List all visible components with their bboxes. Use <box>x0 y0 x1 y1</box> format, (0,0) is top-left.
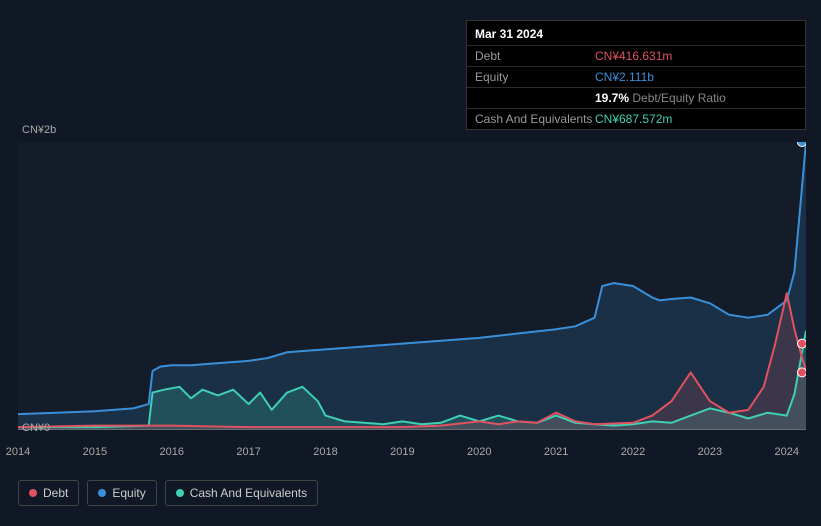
yaxis-label-top: CN¥2b <box>22 124 56 136</box>
chart-svg <box>18 142 806 430</box>
legend-item-equity[interactable]: Equity <box>87 480 156 506</box>
end-marker <box>798 142 807 147</box>
tooltip-row: EquityCN¥2.111b <box>467 66 805 87</box>
xaxis-tick: 2017 <box>236 446 260 458</box>
xaxis-tick: 2018 <box>313 446 337 458</box>
legend-swatch <box>98 489 106 497</box>
legend-swatch <box>29 489 37 497</box>
yaxis-label-bottom: CN¥0 <box>22 422 50 434</box>
legend-label: Debt <box>43 486 68 500</box>
xaxis-tick: 2023 <box>698 446 722 458</box>
legend-swatch <box>176 489 184 497</box>
tooltip-row: DebtCN¥416.631m <box>467 45 805 66</box>
xaxis-tick: 2015 <box>83 446 107 458</box>
end-marker <box>798 368 807 377</box>
xaxis-tick: 2024 <box>775 446 799 458</box>
xaxis-tick: 2014 <box>6 446 30 458</box>
chart-legend: Debt Equity Cash And Equivalents <box>18 480 318 506</box>
tooltip-row-value: CN¥2.111b <box>595 70 797 84</box>
xaxis-tick: 2021 <box>544 446 568 458</box>
legend-label: Equity <box>112 486 145 500</box>
xaxis-tick: 2020 <box>467 446 491 458</box>
legend-item-cash-and-equivalents[interactable]: Cash And Equivalents <box>165 480 318 506</box>
tooltip-row-value: CN¥416.631m <box>595 49 797 63</box>
tooltip-row-value: CN¥687.572m <box>595 112 797 126</box>
chart-container: { "tooltip": { "date": "Mar 31 2024", "r… <box>0 0 821 526</box>
chart-area: CN¥2b CN¥0 <box>18 126 806 446</box>
chart-tooltip: Mar 31 2024 DebtCN¥416.631mEquityCN¥2.11… <box>466 20 806 130</box>
legend-label: Cash And Equivalents <box>190 486 307 500</box>
tooltip-row-label: Equity <box>475 70 595 84</box>
tooltip-row-label <box>475 91 595 105</box>
xaxis-tick: 2022 <box>621 446 645 458</box>
tooltip-row-label: Debt <box>475 49 595 63</box>
xaxis-tick: 2019 <box>390 446 414 458</box>
tooltip-row: 19.7% Debt/Equity Ratio <box>467 87 805 108</box>
tooltip-row-value: 19.7% Debt/Equity Ratio <box>595 91 797 105</box>
tooltip-row-label: Cash And Equivalents <box>475 112 595 126</box>
legend-item-debt[interactable]: Debt <box>18 480 79 506</box>
tooltip-date: Mar 31 2024 <box>467 27 805 45</box>
xaxis-tick: 2016 <box>160 446 184 458</box>
end-marker <box>798 339 807 348</box>
x-axis: 2014201520162017201820192020202120222023… <box>18 446 806 466</box>
plot-area[interactable] <box>18 142 806 430</box>
